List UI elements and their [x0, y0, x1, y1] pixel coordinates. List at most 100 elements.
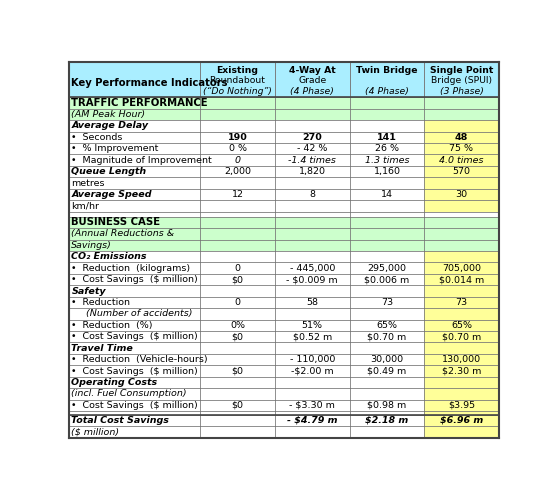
Bar: [200, 262, 275, 274]
Bar: [200, 132, 275, 143]
Bar: [424, 120, 499, 132]
Bar: [424, 365, 499, 377]
Bar: [69, 415, 200, 426]
Text: 8: 8: [309, 190, 315, 199]
Bar: [350, 240, 424, 251]
Bar: [69, 228, 200, 240]
Bar: [69, 143, 200, 154]
Text: (Annual Reductions &: (Annual Reductions &: [71, 229, 175, 239]
Bar: [424, 388, 499, 399]
Bar: [200, 377, 275, 388]
Bar: [69, 285, 200, 297]
Text: Grade: Grade: [298, 76, 326, 86]
Text: Average Delay: Average Delay: [71, 121, 148, 130]
Text: 30: 30: [455, 190, 468, 199]
Bar: [69, 154, 200, 166]
Bar: [69, 343, 200, 354]
Text: $0.52 m: $0.52 m: [293, 332, 332, 341]
Text: 51%: 51%: [302, 321, 323, 330]
Bar: [424, 143, 499, 154]
Bar: [200, 120, 275, 132]
Bar: [200, 143, 275, 154]
Bar: [350, 426, 424, 438]
Bar: [424, 132, 499, 143]
Text: 73: 73: [381, 298, 393, 307]
Bar: [200, 189, 275, 200]
Bar: [424, 189, 499, 200]
Bar: [424, 154, 499, 166]
Text: $0.49 m: $0.49 m: [367, 366, 407, 376]
Bar: [275, 132, 350, 143]
Bar: [350, 297, 424, 308]
Bar: [350, 388, 424, 399]
Text: Queue Length: Queue Length: [71, 167, 146, 176]
Bar: [69, 399, 200, 411]
Text: $0: $0: [232, 401, 244, 410]
Bar: [275, 120, 350, 132]
Bar: [69, 109, 200, 120]
Bar: [424, 211, 499, 217]
Text: - $0.009 m: - $0.009 m: [286, 275, 338, 284]
Bar: [200, 251, 275, 262]
Text: Average Speed: Average Speed: [71, 190, 152, 199]
Bar: [275, 62, 350, 98]
Bar: [424, 297, 499, 308]
Bar: [424, 331, 499, 343]
Bar: [275, 297, 350, 308]
Text: 270: 270: [302, 133, 322, 142]
Bar: [69, 211, 200, 217]
Bar: [275, 388, 350, 399]
Text: 1,160: 1,160: [373, 167, 401, 176]
Text: •  Seconds: • Seconds: [71, 133, 123, 142]
Text: CO₂ Emissions: CO₂ Emissions: [71, 252, 147, 261]
Bar: [69, 251, 200, 262]
Bar: [275, 211, 350, 217]
Bar: [350, 62, 424, 98]
Bar: [275, 274, 350, 285]
Bar: [275, 154, 350, 166]
Bar: [275, 200, 350, 211]
Bar: [350, 262, 424, 274]
Text: 4.0 times: 4.0 times: [439, 155, 484, 165]
Bar: [275, 189, 350, 200]
Text: •  Cost Savings  ($ million): • Cost Savings ($ million): [71, 366, 198, 376]
Text: 73: 73: [455, 298, 468, 307]
Bar: [424, 262, 499, 274]
Text: - 42 %: - 42 %: [297, 144, 327, 153]
Bar: [424, 109, 499, 120]
Text: 58: 58: [306, 298, 318, 307]
Text: •  % Improvement: • % Improvement: [71, 144, 159, 153]
Text: •  Reduction  (kilograms): • Reduction (kilograms): [71, 264, 191, 273]
Text: TRAFFIC PERFORMANCE: TRAFFIC PERFORMANCE: [71, 98, 208, 108]
Bar: [424, 228, 499, 240]
Bar: [350, 285, 424, 297]
Bar: [350, 343, 424, 354]
Text: $0: $0: [232, 275, 244, 284]
Text: 65%: 65%: [451, 321, 472, 330]
Text: (4 Phase): (4 Phase): [290, 87, 334, 96]
Text: km/hr: km/hr: [71, 201, 99, 210]
Bar: [350, 399, 424, 411]
Bar: [200, 308, 275, 320]
Bar: [275, 228, 350, 240]
Bar: [424, 98, 499, 109]
Text: Savings): Savings): [71, 241, 112, 250]
Bar: [350, 415, 424, 426]
Bar: [424, 399, 499, 411]
Text: (Number of accidents): (Number of accidents): [71, 309, 193, 318]
Bar: [69, 240, 200, 251]
Text: 0: 0: [234, 155, 240, 165]
Bar: [69, 411, 200, 415]
Bar: [69, 98, 200, 109]
Bar: [200, 411, 275, 415]
Text: Single Point: Single Point: [430, 66, 493, 75]
Bar: [275, 109, 350, 120]
Text: 65%: 65%: [377, 321, 397, 330]
Bar: [350, 166, 424, 177]
Bar: [69, 274, 200, 285]
Bar: [69, 388, 200, 399]
Bar: [275, 217, 350, 228]
Bar: [200, 365, 275, 377]
Bar: [69, 308, 200, 320]
Bar: [350, 200, 424, 211]
